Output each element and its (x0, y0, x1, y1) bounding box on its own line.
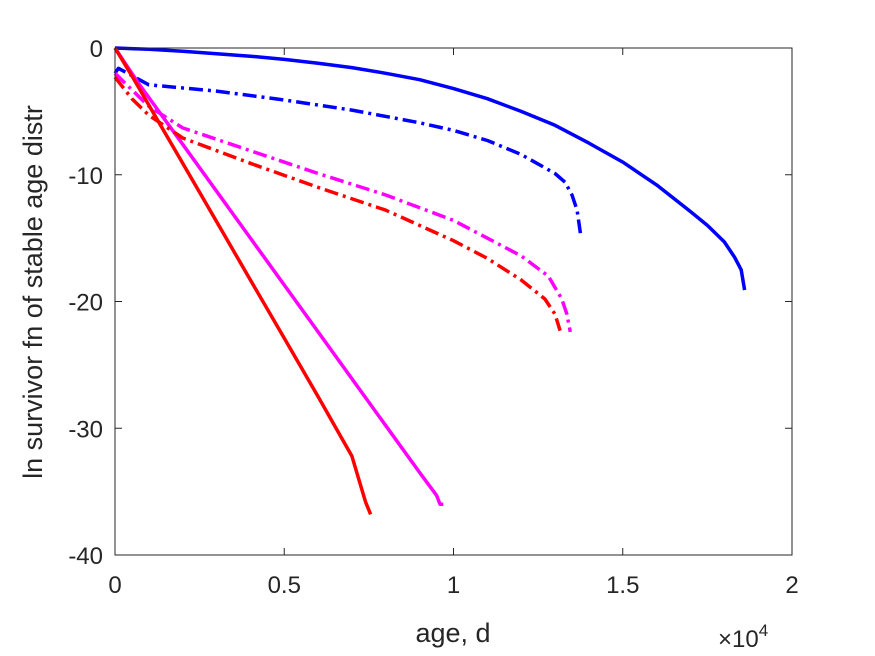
x-tick-label: 2 (785, 572, 798, 599)
x-exponent-base: ×10 (718, 626, 759, 653)
y-tick-label: -40 (68, 543, 103, 570)
x-tick-label: 1 (447, 572, 460, 599)
x-ticks: 0 0.5 1 1.5 2 (108, 48, 799, 599)
y-tick-label: -20 (68, 290, 103, 317)
series-line-1 (114, 46, 747, 291)
series-line-2 (113, 66, 583, 234)
y-tick-label: 0 (90, 36, 103, 63)
x-exponent-label: ×104 (718, 621, 768, 653)
y-tick-label: -10 (68, 163, 103, 190)
y-tick-label: -30 (68, 416, 103, 443)
y-axis-label: ln survivor fn of stable age distr (18, 105, 48, 479)
x-tick-label: 0 (108, 572, 121, 599)
plot-area (115, 48, 792, 555)
series-line-4 (113, 72, 573, 333)
x-exponent-power: 4 (759, 621, 768, 640)
series-line-6 (113, 76, 562, 332)
x-tick-label: 0.5 (268, 572, 301, 599)
series-layer (113, 46, 747, 516)
x-axis-label: age, d (415, 618, 490, 648)
y-ticks: 0 -10 -20 -30 -40 (68, 36, 792, 570)
series-line-5 (113, 47, 373, 516)
x-tick-label: 1.5 (606, 572, 639, 599)
